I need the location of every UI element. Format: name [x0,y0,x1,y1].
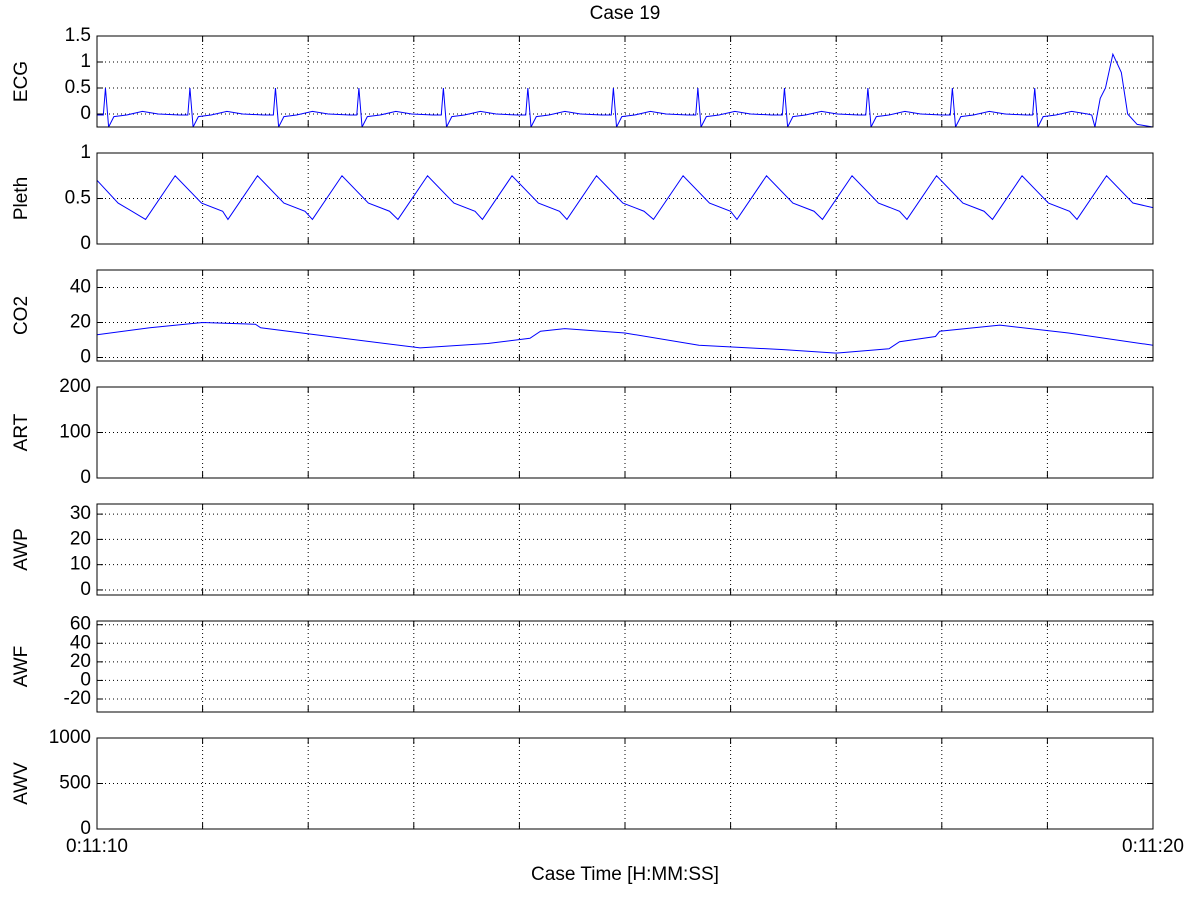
y-tick-label: 0 [80,103,91,124]
y-axis-label: CO2 [11,296,32,335]
axes-frame [96,386,1154,479]
signal-line [97,52,1153,127]
y-tick-label: 1000 [49,727,91,748]
signal-line [97,174,1153,221]
y-axis-label: ECG [11,61,32,102]
x-axis-label: Case Time [H:MM:SS] [531,864,719,885]
chart-title: Case 19 [590,3,661,24]
y-axis-label: ART [11,413,32,451]
axes-frame [96,737,1154,830]
plot-area [97,174,1153,221]
y-tick-label: -20 [64,688,91,709]
y-tick-label: 0 [80,579,91,600]
y-tick-label: 1 [80,142,91,163]
axes-frame [96,35,1154,128]
y-tick-label: 20 [70,651,91,672]
signal-line [97,321,1153,354]
axes-frame [96,269,1154,362]
axes-frame [96,152,1154,245]
y-tick-label: 0.5 [65,77,91,98]
y-axis-label: AWF [11,646,32,688]
y-tick-label: 40 [70,277,91,298]
y-tick-label: 40 [70,632,91,653]
y-tick-label: 0 [80,467,91,488]
y-tick-label: 1 [80,51,91,72]
y-tick-label: 200 [59,376,91,397]
y-tick-label: 0 [80,818,91,839]
y-axis-label: AWV [11,762,32,805]
y-tick-label: 500 [59,773,91,794]
y-tick-label: 0.5 [65,188,91,209]
y-tick-label: 0 [80,669,91,690]
y-tick-label: 60 [70,614,91,635]
y-tick-label: 1.5 [65,25,91,46]
y-tick-label: 0 [80,233,91,254]
x-tick-label: 0:11:20 [1122,836,1184,857]
axes-frame [96,503,1154,596]
y-tick-label: 30 [70,503,91,524]
plot-area [97,52,1153,127]
y-axis-label: Pleth [11,177,32,220]
y-tick-label: 10 [70,554,91,575]
x-tick-label: 0:11:10 [66,836,128,857]
y-tick-label: 20 [70,528,91,549]
y-tick-label: 100 [59,422,91,443]
y-tick-label: 20 [70,312,91,333]
plot-area [97,321,1153,354]
y-tick-label: 0 [80,347,91,368]
axes-frame [96,620,1154,713]
y-axis-label: AWP [11,528,32,571]
